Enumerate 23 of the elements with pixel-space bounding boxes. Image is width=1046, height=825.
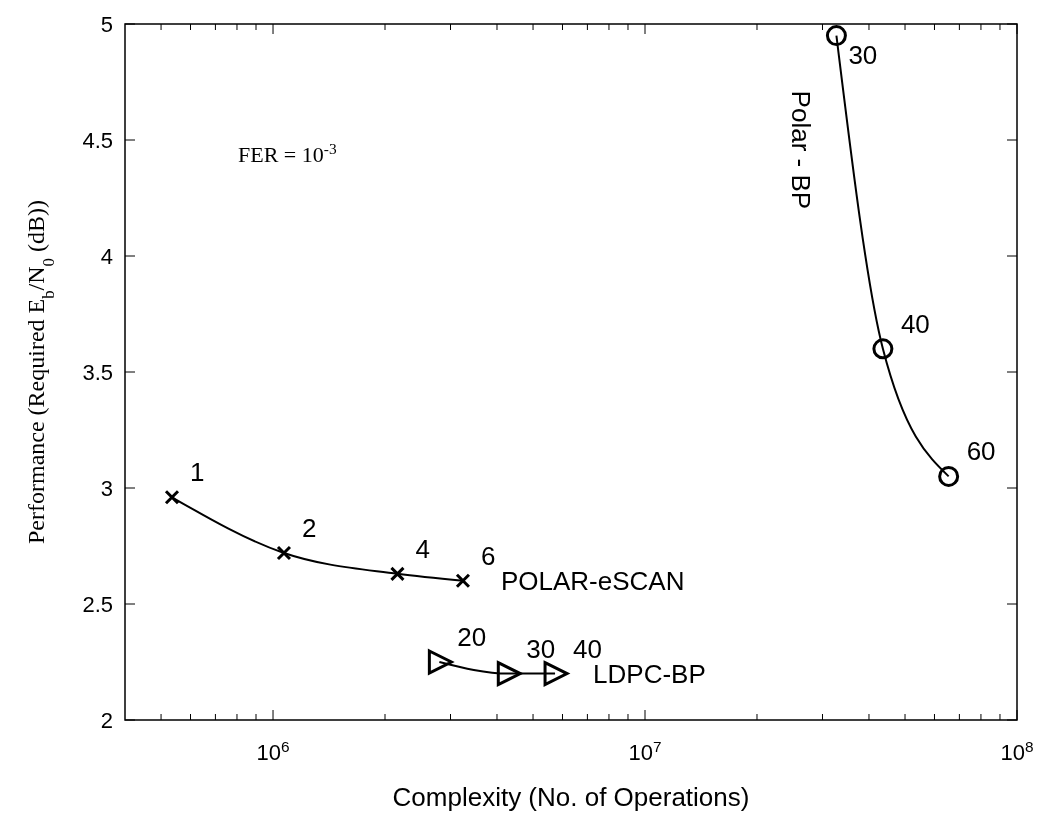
x-tick-label: 10$^{7}$ bbox=[628, 737, 662, 765]
annotation: 30 bbox=[526, 633, 556, 664]
x-tick-label: 10$^{8}$ bbox=[1000, 737, 1034, 765]
annotation: 2 bbox=[301, 512, 317, 543]
annotation: 4 bbox=[415, 533, 430, 564]
y-tick-label: 2.5 bbox=[82, 592, 113, 617]
annotation: 20 bbox=[457, 622, 487, 652]
y-tick-label: 2 bbox=[100, 708, 113, 733]
annotation: 40 bbox=[900, 308, 930, 339]
annotation: FER = 10$^{-3}$ bbox=[238, 139, 337, 167]
y-tick-label: 4.5 bbox=[82, 128, 113, 153]
text: Polar - BP bbox=[786, 90, 817, 210]
y-tick-label: 5 bbox=[100, 12, 113, 37]
series-label: POLAR-eSCAN bbox=[500, 565, 685, 596]
x-tick-label: 10$^{6}$ bbox=[256, 737, 290, 765]
y-tick-label: 4 bbox=[100, 244, 113, 269]
annotation: 60 bbox=[966, 436, 996, 467]
annotation: 6 bbox=[480, 540, 496, 571]
y-tick-label: 3 bbox=[100, 476, 113, 501]
y-tick-label: 3.5 bbox=[82, 360, 113, 385]
x-axis-title: Complexity (No. of Operations) bbox=[392, 782, 750, 812]
annotation: 30 bbox=[848, 39, 878, 70]
annotation: 1 bbox=[189, 457, 205, 488]
